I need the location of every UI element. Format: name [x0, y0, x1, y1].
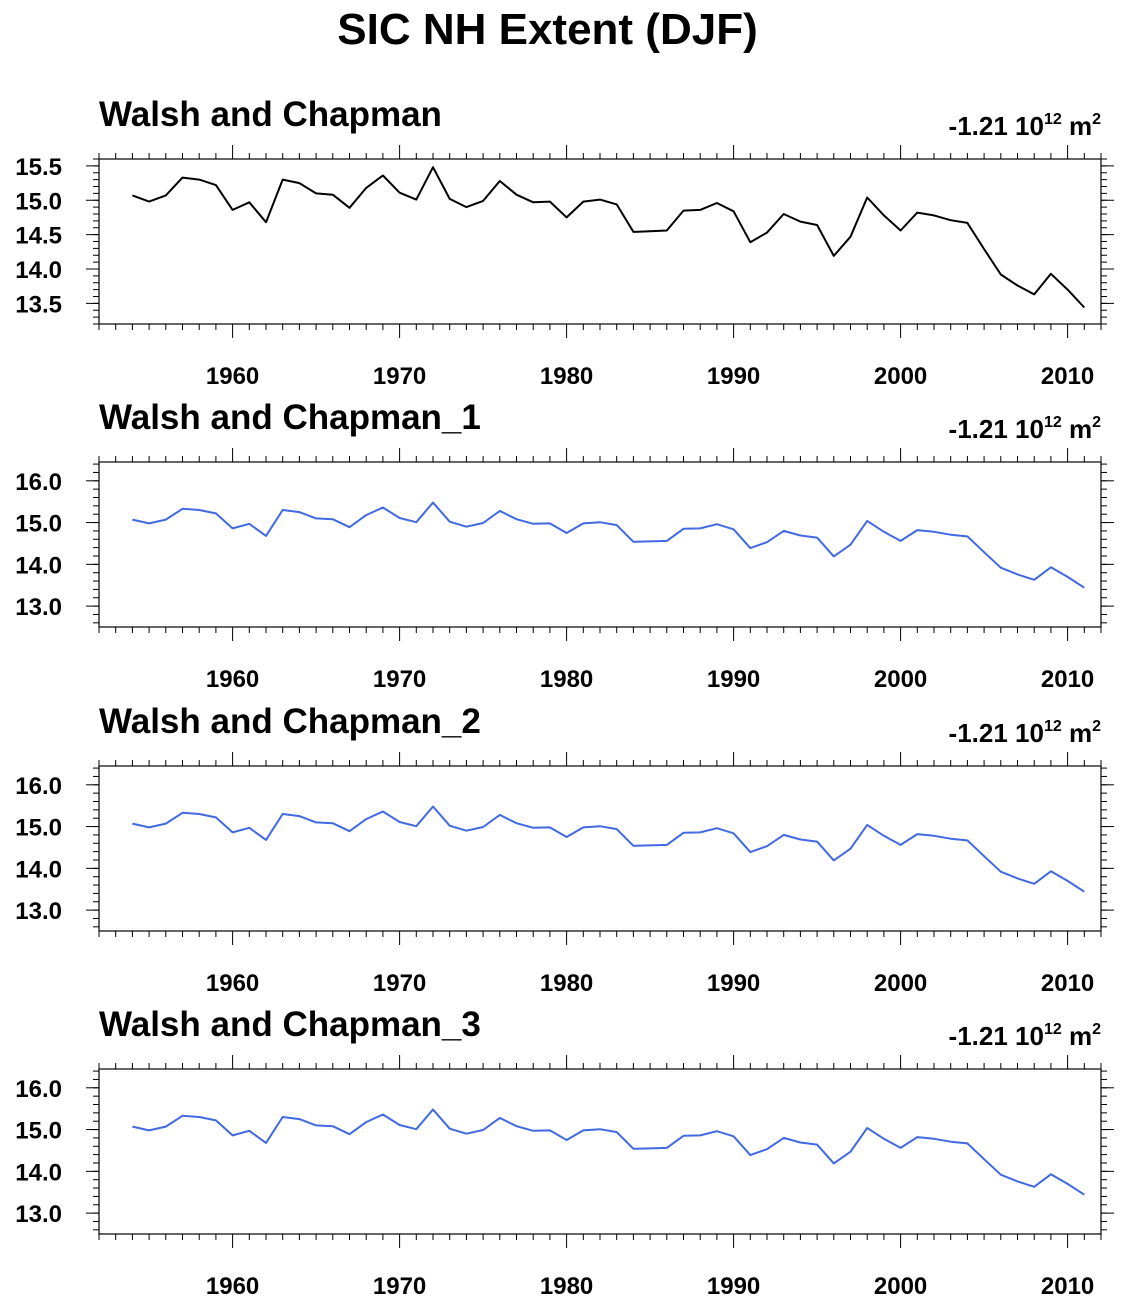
y-tick-label: 14.0 — [15, 1159, 62, 1186]
trend-label: -1.21 1012 m2 — [949, 111, 1102, 141]
series-line — [132, 805, 1085, 893]
plot-frame — [98, 1068, 1102, 1235]
series-line — [132, 501, 1085, 589]
x-tick-label: 2000 — [874, 363, 927, 390]
panel-title: Walsh and Chapman — [99, 95, 442, 134]
y-tick-label: 15.0 — [15, 511, 62, 538]
x-tick-label: 2010 — [1041, 1273, 1094, 1300]
trend-exponent: 12 — [1044, 1021, 1062, 1038]
trend-unit-exponent: 2 — [1092, 111, 1101, 128]
x-tick-label: 2000 — [874, 1273, 927, 1300]
x-tick-label: 1980 — [540, 970, 593, 997]
x-tick-label: 1980 — [540, 1273, 593, 1300]
figure-title: SIC NH Extent (DJF) — [337, 5, 758, 54]
trend-exponent: 12 — [1044, 111, 1062, 128]
trend-label: -1.21 1012 m2 — [949, 1021, 1102, 1051]
y-tick-label: 15.5 — [15, 154, 62, 181]
trend-exponent: 12 — [1044, 414, 1062, 431]
trend-exponent: 12 — [1044, 718, 1062, 735]
trend-label: -1.21 1012 m2 — [949, 414, 1102, 444]
x-tick-label: 2000 — [874, 970, 927, 997]
y-tick-label: 15.0 — [15, 188, 62, 215]
x-tick-label: 2000 — [874, 666, 927, 693]
panel-title: Walsh and Chapman_1 — [99, 398, 481, 437]
trend-value: -1.21 10 — [949, 111, 1044, 141]
x-tick-label: 1980 — [540, 363, 593, 390]
trend-value: -1.21 10 — [949, 718, 1044, 748]
chart-panel-1: Walsh and Chapman -1.21 1012 m2 1960 1970 19… — [15, 95, 1114, 390]
y-tick-label: 16.0 — [15, 1076, 62, 1103]
panel-title: Walsh and Chapman_2 — [99, 702, 481, 741]
trend-value: -1.21 10 — [949, 1021, 1044, 1051]
y-tick-label: 16.0 — [15, 773, 62, 800]
series-line — [132, 166, 1086, 309]
y-tick-label: 14.0 — [15, 552, 62, 579]
trend-unit-exponent: 2 — [1092, 718, 1101, 735]
y-tick-label: 13.0 — [15, 898, 62, 925]
x-tick-label: 2010 — [1041, 666, 1094, 693]
x-tick-label: 1960 — [206, 970, 259, 997]
x-tick-label: 1960 — [206, 1273, 259, 1300]
plot-frame — [98, 461, 1102, 628]
x-tick-label: 1960 — [206, 666, 259, 693]
y-tick-label: 14.0 — [15, 856, 62, 883]
y-tick-label: 13.5 — [15, 291, 62, 318]
panel-title: Walsh and Chapman_3 — [99, 1005, 481, 1044]
series-line — [132, 1108, 1085, 1196]
trend-label: -1.21 1012 m2 — [949, 718, 1102, 748]
x-tick-label: 1970 — [373, 1273, 426, 1300]
y-tick-label: 14.0 — [15, 257, 62, 284]
trend-unit-exponent: 2 — [1092, 414, 1101, 431]
y-tick-label: 15.0 — [15, 1118, 62, 1145]
y-tick-label: 16.0 — [15, 469, 62, 496]
x-tick-label: 1990 — [707, 363, 760, 390]
x-tick-label: 1990 — [707, 970, 760, 997]
plot-frame — [98, 158, 1102, 325]
x-tick-label: 1970 — [373, 970, 426, 997]
trend-unit-exponent: 2 — [1092, 1021, 1101, 1038]
trend-unit: m — [1062, 414, 1092, 444]
y-tick-label: 15.0 — [15, 815, 62, 842]
x-tick-label: 2010 — [1041, 970, 1094, 997]
y-tick-label: 13.0 — [15, 1201, 62, 1228]
trend-unit: m — [1062, 1021, 1092, 1051]
x-tick-label: 2010 — [1041, 363, 1094, 390]
chart-panel-2: Walsh and Chapman_1 -1.21 1012 m2 1960 1970… — [15, 398, 1114, 693]
x-tick-label: 1980 — [540, 666, 593, 693]
plot-frame — [98, 765, 1102, 932]
x-tick-label: 1970 — [373, 363, 426, 390]
y-tick-label: 13.0 — [15, 594, 62, 621]
x-tick-label: 1990 — [707, 1273, 760, 1300]
chart-panel-4: Walsh and Chapman_3 -1.21 1012 m2 1960 1970… — [15, 1005, 1114, 1300]
chart-panel-3: Walsh and Chapman_2 -1.21 1012 m2 1960 1970… — [15, 702, 1114, 997]
y-tick-label: 14.5 — [15, 223, 62, 250]
trend-value: -1.21 10 — [949, 414, 1044, 444]
trend-unit: m — [1062, 111, 1092, 141]
x-tick-label: 1960 — [206, 363, 259, 390]
x-tick-label: 1990 — [707, 666, 760, 693]
x-tick-label: 1970 — [373, 666, 426, 693]
trend-unit: m — [1062, 718, 1092, 748]
